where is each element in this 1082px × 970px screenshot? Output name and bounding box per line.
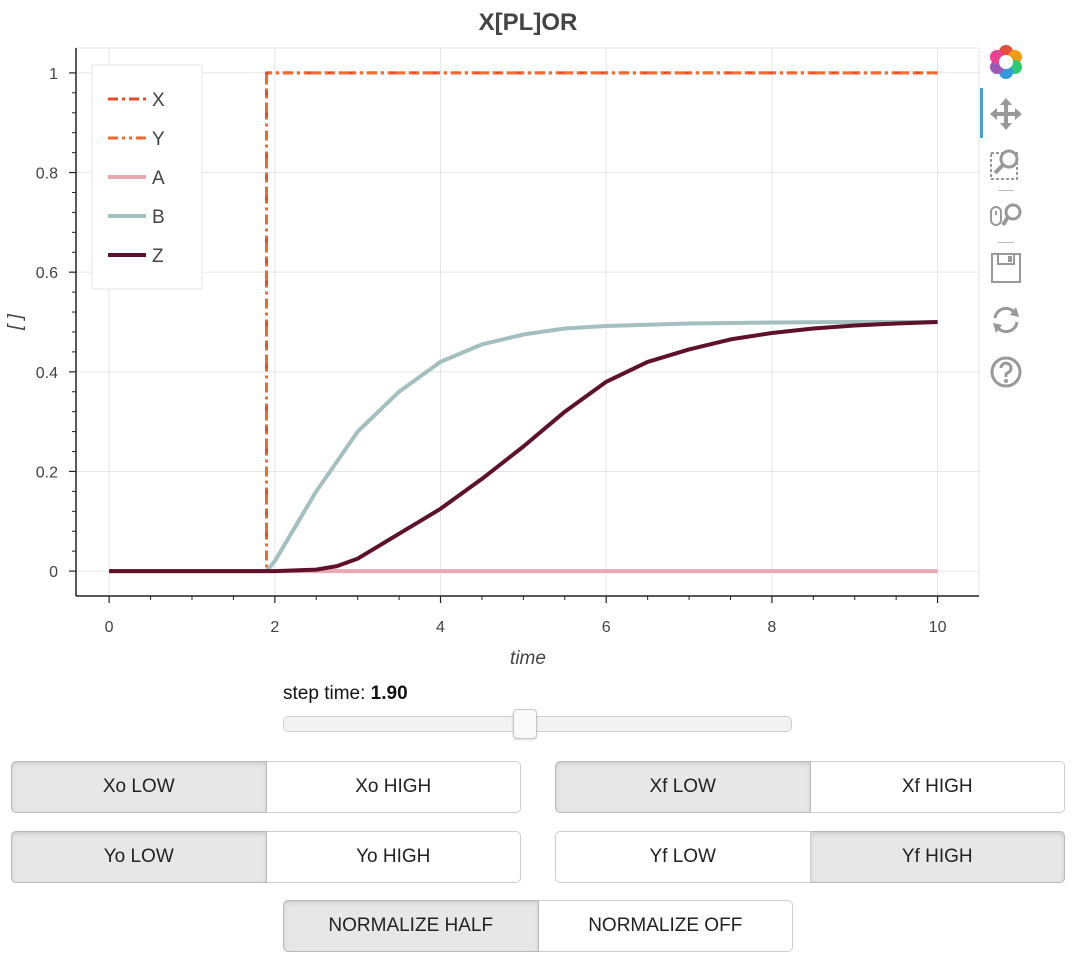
xo-toggle-group: Xo LOW Xo HIGH	[11, 761, 521, 813]
toolbar-divider	[998, 190, 1014, 191]
legend-item-y[interactable]: Y	[108, 129, 165, 150]
legend-label: B	[152, 207, 165, 228]
yf-low-button[interactable]: Yf LOW	[555, 831, 811, 883]
y-tick-label: 0.2	[36, 464, 58, 481]
step-time-title: step time:	[283, 683, 371, 704]
legend-item-b[interactable]: B	[108, 207, 165, 228]
legend-item-x[interactable]: X	[108, 90, 165, 111]
axes: 0 2 4 6 8 10 0 0.2 0.4 0.6 0.8 1	[36, 48, 979, 636]
box-zoom-icon[interactable]	[978, 142, 1034, 186]
legend-item-z[interactable]: Z	[108, 246, 164, 267]
legend-label: Z	[152, 246, 164, 267]
normalize-half-button[interactable]: NORMALIZE HALF	[283, 900, 539, 952]
reset-icon[interactable]	[978, 298, 1034, 342]
series-line-b	[109, 320, 938, 574]
yo-high-button[interactable]: Yo HIGH	[266, 831, 521, 883]
wheel-zoom-icon[interactable]	[978, 194, 1034, 238]
legend-label: X	[152, 90, 165, 111]
x-axis-label: time	[510, 648, 546, 669]
xf-toggle-group: Xf LOW Xf HIGH	[555, 761, 1065, 813]
normalize-off-button[interactable]: NORMALIZE OFF	[538, 900, 793, 952]
y-tick-label: 0.8	[36, 166, 58, 183]
x-tick-label: 0	[105, 619, 114, 636]
y-tick-label: 0	[49, 564, 58, 581]
xf-low-button[interactable]: Xf LOW	[555, 761, 811, 813]
series-line-z	[109, 320, 938, 574]
normalize-toggle-group: NORMALIZE HALF NORMALIZE OFF	[283, 900, 793, 952]
save-icon[interactable]	[978, 246, 1034, 290]
y-tick-label: 0.4	[36, 365, 58, 382]
yo-low-button[interactable]: Yo LOW	[11, 831, 267, 883]
y-tick-label: 1	[49, 66, 58, 83]
step-time-slider-handle[interactable]	[513, 709, 538, 739]
pan-icon[interactable]	[978, 92, 1034, 136]
yo-toggle-group: Yo LOW Yo HIGH	[11, 831, 521, 883]
chart-title: X[PL]OR	[479, 9, 578, 36]
series-layer	[109, 71, 938, 574]
toolbar-divider	[998, 242, 1014, 243]
y-axis-label: [ ]	[5, 313, 26, 331]
x-tick-label: 8	[767, 619, 776, 636]
xf-high-button[interactable]: Xf HIGH	[810, 761, 1065, 813]
step-time-value: 1.90	[370, 683, 408, 704]
x-tick-label: 6	[602, 619, 611, 636]
step-time-label: step time: 1.90	[283, 683, 408, 705]
plot-toolbar	[978, 40, 1038, 410]
legend-item-a[interactable]: A	[108, 168, 165, 189]
xo-low-button[interactable]: Xo LOW	[11, 761, 267, 813]
x-tick-label: 2	[270, 619, 279, 636]
x-tick-label: 10	[929, 619, 947, 636]
active-tool-indicator	[980, 88, 983, 138]
bokeh-logo-icon[interactable]	[978, 40, 1034, 84]
yf-toggle-group: Yf LOW Yf HIGH	[555, 831, 1065, 883]
legend-label: A	[152, 168, 165, 189]
legend-label: Y	[152, 129, 165, 150]
step-time-slider-track[interactable]	[283, 716, 792, 732]
help-icon[interactable]	[978, 350, 1034, 394]
xo-high-button[interactable]: Xo HIGH	[266, 761, 521, 813]
yf-high-button[interactable]: Yf HIGH	[810, 831, 1065, 883]
x-tick-label: 4	[436, 619, 445, 636]
y-tick-label: 0.6	[36, 265, 58, 282]
